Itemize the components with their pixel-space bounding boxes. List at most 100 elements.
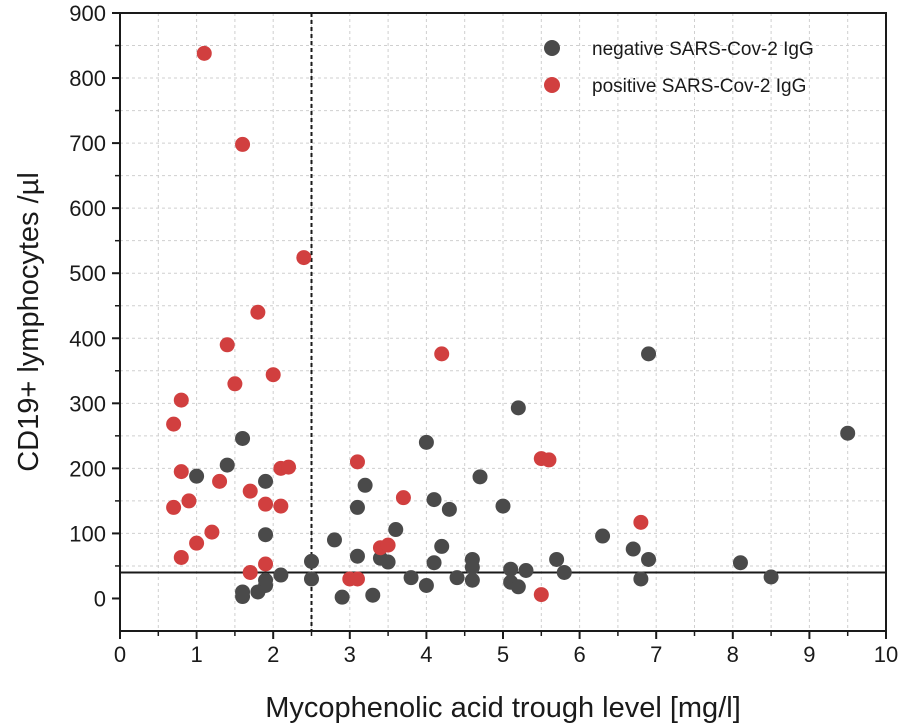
point-positive bbox=[166, 499, 182, 515]
point-negative bbox=[388, 522, 404, 538]
point-positive bbox=[395, 490, 411, 506]
point-negative bbox=[464, 551, 480, 567]
point-negative bbox=[549, 551, 565, 567]
point-negative bbox=[641, 551, 657, 567]
y-tick-label: 700 bbox=[69, 131, 106, 156]
point-negative bbox=[418, 434, 434, 450]
point-negative bbox=[641, 346, 657, 362]
point-positive bbox=[189, 535, 205, 551]
point-negative bbox=[633, 571, 649, 587]
y-axis-title: CD19+ lymphocytes /µl bbox=[13, 172, 45, 472]
x-tick-label: 10 bbox=[874, 642, 898, 667]
point-negative bbox=[418, 577, 434, 593]
y-tick-label: 200 bbox=[69, 456, 106, 481]
point-positive bbox=[242, 483, 258, 499]
y-tick-label: 500 bbox=[69, 261, 106, 286]
point-negative bbox=[273, 567, 289, 583]
point-negative bbox=[510, 400, 526, 416]
point-negative bbox=[625, 541, 641, 557]
point-positive bbox=[196, 45, 212, 61]
point-negative bbox=[219, 457, 235, 473]
x-tick-label: 9 bbox=[803, 642, 815, 667]
point-positive bbox=[235, 136, 251, 152]
point-negative bbox=[732, 555, 748, 571]
point-positive bbox=[273, 498, 289, 514]
y-tick-label: 900 bbox=[69, 1, 106, 26]
point-positive bbox=[296, 250, 312, 266]
point-positive bbox=[258, 556, 274, 572]
point-negative bbox=[349, 548, 365, 564]
point-positive bbox=[541, 452, 557, 468]
point-negative bbox=[189, 468, 205, 484]
point-positive bbox=[181, 493, 197, 509]
point-positive bbox=[219, 337, 235, 353]
point-positive bbox=[212, 473, 228, 489]
legend-label: positive SARS-Cov-2 IgG bbox=[592, 76, 806, 97]
series-positive bbox=[166, 45, 649, 603]
point-negative bbox=[334, 589, 350, 605]
x-tick-label: 3 bbox=[344, 642, 356, 667]
y-tick-label: 600 bbox=[69, 196, 106, 221]
point-positive bbox=[173, 549, 189, 565]
point-positive bbox=[258, 496, 274, 512]
point-positive bbox=[173, 464, 189, 480]
point-negative bbox=[518, 563, 534, 579]
point-negative bbox=[304, 553, 319, 569]
series-negative bbox=[189, 346, 856, 605]
point-negative bbox=[258, 527, 274, 543]
point-positive bbox=[250, 304, 266, 320]
point-negative bbox=[763, 569, 779, 585]
point-negative bbox=[495, 498, 511, 514]
point-negative bbox=[365, 587, 381, 603]
y-tick-label: 400 bbox=[69, 326, 106, 351]
grid bbox=[120, 13, 886, 631]
point-negative bbox=[441, 501, 457, 517]
point-negative bbox=[403, 570, 419, 586]
point-positive bbox=[281, 459, 297, 475]
point-negative bbox=[840, 425, 856, 441]
point-positive bbox=[349, 571, 365, 587]
point-negative bbox=[357, 477, 373, 493]
y-tick-label: 0 bbox=[94, 586, 106, 611]
x-tick-label: 4 bbox=[420, 642, 432, 667]
x-tick-label: 8 bbox=[727, 642, 739, 667]
y-tick-label: 800 bbox=[69, 66, 106, 91]
y-tick-label: 100 bbox=[69, 521, 106, 546]
legend-marker bbox=[544, 77, 560, 93]
point-positive bbox=[633, 514, 649, 530]
point-negative bbox=[449, 570, 465, 586]
point-negative bbox=[326, 532, 342, 548]
point-positive bbox=[227, 376, 243, 392]
point-negative bbox=[235, 430, 251, 446]
legend: negative SARS-Cov-2 IgG positive SARS-Cov… bbox=[544, 39, 814, 97]
point-positive bbox=[173, 392, 189, 408]
x-tick-label: 5 bbox=[497, 642, 509, 667]
point-negative bbox=[472, 469, 488, 485]
point-positive bbox=[204, 524, 220, 540]
legend-marker bbox=[544, 40, 560, 56]
point-negative bbox=[235, 584, 251, 600]
point-negative bbox=[464, 572, 480, 588]
point-negative bbox=[595, 528, 611, 544]
point-negative bbox=[258, 572, 274, 588]
point-negative bbox=[380, 554, 396, 570]
y-tick-label: 300 bbox=[69, 391, 106, 416]
point-positive bbox=[434, 346, 450, 362]
x-tick-label: 7 bbox=[650, 642, 662, 667]
point-negative bbox=[556, 564, 572, 580]
point-positive bbox=[166, 416, 182, 432]
x-axis-title: Mycophenolic acid trough level [mg/l] bbox=[265, 692, 741, 724]
legend-label: negative SARS-Cov-2 IgG bbox=[592, 39, 814, 60]
point-negative bbox=[304, 571, 319, 587]
x-tick-label: 0 bbox=[114, 642, 126, 667]
point-positive bbox=[242, 564, 258, 580]
x-tick-label: 2 bbox=[267, 642, 279, 667]
point-negative bbox=[434, 538, 450, 554]
point-positive bbox=[349, 454, 365, 470]
point-negative bbox=[510, 579, 526, 595]
point-negative bbox=[258, 473, 274, 489]
point-positive bbox=[380, 537, 396, 553]
point-negative bbox=[426, 492, 442, 508]
